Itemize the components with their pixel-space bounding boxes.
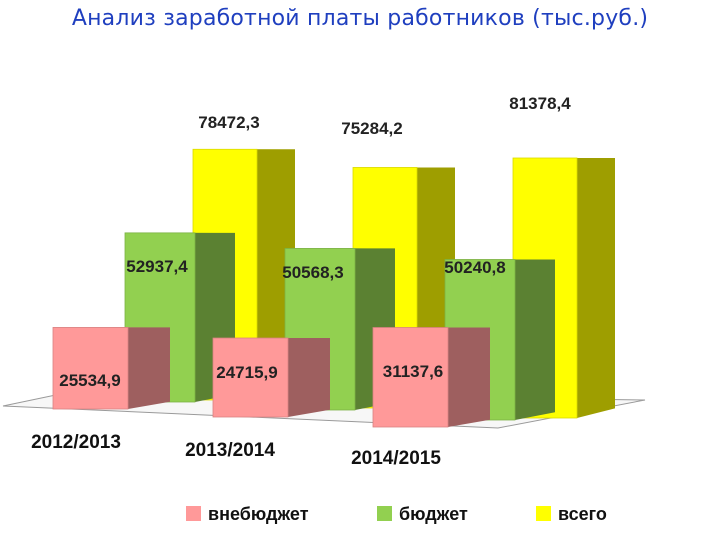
legend-label: внебюджет — [208, 504, 309, 524]
data-label-всего-2014/2015: 81378,4 — [509, 94, 571, 113]
category-label-2012/2013: 2012/2013 — [31, 432, 121, 453]
legend-swatch — [536, 506, 551, 521]
data-label-внебюджет-2013/2014: 24715,9 — [216, 363, 277, 382]
bar-внебюджет-2013/2014 — [212, 337, 330, 418]
data-label-бюджет-2013/2014: 50568,3 — [282, 263, 343, 282]
data-label-бюджет-2012/2013: 52937,4 — [126, 257, 188, 276]
legend-swatch — [377, 506, 392, 521]
category-label-2013/2014: 2013/2014 — [185, 440, 275, 461]
bar-внебюджет-2014/2015 — [372, 327, 490, 428]
chart-title: Анализ заработной платы работников (тыс.… — [71, 6, 649, 31]
bar-внебюджет-2012/2013 — [52, 327, 170, 410]
data-label-бюджет-2014/2015: 50240,8 — [444, 258, 505, 277]
legend-item-всего: всего — [536, 504, 607, 524]
data-label-внебюджет-2012/2013: 25534,9 — [59, 371, 120, 390]
legend-item-внебюджет: внебюджет — [186, 504, 309, 524]
data-label-всего-2013/2014: 75284,2 — [341, 119, 402, 138]
legend-label: бюджет — [399, 504, 468, 524]
data-label-всего-2012/2013: 78472,3 — [198, 113, 259, 132]
legend-item-бюджет: бюджет — [377, 504, 468, 524]
legend-label: всего — [558, 504, 607, 524]
data-label-внебюджет-2014/2015: 31137,6 — [383, 362, 444, 381]
category-label-2014/2015: 2014/2015 — [351, 448, 441, 469]
legend-swatch — [186, 506, 201, 521]
